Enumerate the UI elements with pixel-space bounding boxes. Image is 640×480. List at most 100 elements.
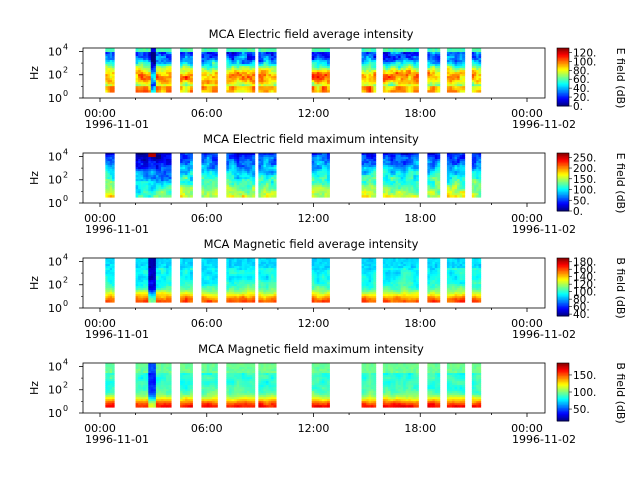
spectrogram-cell: [361, 155, 365, 158]
spectrogram-cell: [273, 195, 277, 198]
spectrogram-cell: [168, 300, 172, 303]
spectrogram-cell: [187, 54, 191, 57]
spectrogram-cell: [395, 52, 399, 55]
spectrogram-cell: [143, 175, 147, 178]
spectrogram-cell: [265, 171, 269, 174]
spectrogram-cell: [368, 185, 372, 188]
spectrogram-cell: [209, 193, 213, 196]
spectrogram-cell: [449, 159, 453, 162]
spectrogram-cell: [449, 76, 453, 79]
spectrogram-cell: [158, 68, 162, 71]
spectrogram-cell: [241, 80, 245, 83]
spectrogram-cell: [226, 300, 230, 303]
spectrogram-cell: [228, 258, 232, 261]
spectrogram-cell: [214, 185, 218, 188]
colorbar-tick-label: 200.: [573, 163, 596, 175]
spectrogram-cell: [166, 187, 170, 190]
spectrogram-cell: [140, 177, 144, 180]
spectrogram-cell: [371, 153, 374, 156]
spectrogram-cell: [429, 193, 433, 196]
spectrogram-cell: [390, 48, 394, 51]
spectrogram-cell: [148, 292, 152, 295]
spectrogram-cell: [140, 292, 144, 295]
spectrogram-cell: [273, 185, 277, 188]
spectrogram-cell: [413, 165, 417, 168]
spectrogram-cell: [163, 72, 167, 75]
spectrogram-cell: [252, 64, 256, 67]
spectrogram-cell: [206, 288, 210, 291]
spectrogram-cell: [316, 90, 320, 93]
spectrogram-cell: [478, 191, 482, 194]
spectrogram-cell: [366, 175, 370, 178]
spectrogram-cell: [204, 195, 208, 198]
spectrogram-cell: [107, 167, 111, 170]
spectrogram-cell: [324, 68, 328, 71]
spectrogram-cell: [204, 272, 208, 275]
spectrogram-cell: [209, 171, 213, 174]
spectrogram-cell: [236, 191, 240, 194]
spectrogram-cell: [214, 58, 218, 61]
spectrogram-cell: [214, 177, 218, 180]
spectrogram-cell: [166, 179, 170, 182]
spectrogram-cell: [387, 165, 391, 168]
spectrogram-cell: [148, 167, 152, 170]
spectrogram-cell: [244, 153, 248, 156]
spectrogram-cell: [168, 54, 172, 57]
spectrogram-cell: [201, 258, 205, 261]
spectrogram-cell: [410, 173, 414, 176]
spectrogram-cell: [201, 155, 205, 158]
spectrogram-cell: [143, 189, 147, 192]
spectrogram-cell: [226, 191, 230, 194]
spectrogram-cell: [452, 173, 455, 176]
spectrogram-cell: [226, 284, 230, 287]
spectrogram-cell: [316, 80, 320, 83]
spectrogram-cell: [363, 78, 367, 81]
spectrogram-cell: [361, 80, 365, 83]
spectrogram-cell: [385, 169, 389, 172]
spectrogram-cell: [168, 272, 172, 275]
spectrogram-cell: [185, 191, 188, 194]
spectrogram-cell: [109, 64, 113, 67]
spectrogram-cell: [228, 74, 232, 77]
spectrogram-cell: [143, 66, 147, 69]
spectrogram-cell: [326, 58, 330, 61]
spectrogram-cell: [393, 161, 396, 164]
spectrogram-cell: [260, 72, 264, 75]
spectrogram-cell: [241, 56, 245, 59]
spectrogram-cell: [212, 82, 216, 85]
spectrogram-cell: [209, 270, 213, 273]
spectrogram-cell: [105, 181, 108, 184]
spectrogram-cell: [408, 167, 412, 170]
spectrogram-cell: [150, 163, 154, 166]
spectrogram-cell: [143, 300, 147, 303]
spectrogram-cell: [206, 278, 210, 281]
spectrogram-cell: [143, 183, 147, 186]
spectrogram-cell: [476, 82, 479, 85]
spectrogram-cell: [471, 185, 475, 188]
spectrogram-cell: [373, 82, 377, 85]
spectrogram-cell: [471, 169, 475, 172]
spectrogram-cell: [471, 179, 475, 182]
spectrogram-cell: [166, 189, 170, 192]
spectrogram-cell: [155, 70, 159, 73]
spectrogram-cell: [249, 280, 253, 283]
spectrogram-cell: [427, 84, 431, 87]
spectrogram-cell: [361, 167, 365, 170]
spectrogram-cell: [459, 76, 463, 79]
spectrogram-cell: [206, 68, 210, 71]
x-date-label: 1996-11-01: [85, 223, 149, 236]
spectrogram-cell: [201, 189, 205, 192]
spectrogram-cell: [252, 258, 256, 261]
spectrogram-cell: [166, 74, 170, 77]
spectrogram-cell: [209, 185, 213, 188]
spectrogram-cell: [446, 165, 450, 168]
spectrogram-cell: [452, 185, 455, 188]
spectrogram-cell: [161, 90, 164, 93]
spectrogram-cell: [385, 181, 389, 184]
spectrogram-cell: [212, 266, 216, 269]
spectrogram-cell: [319, 165, 323, 168]
spectrogram-cell: [206, 195, 210, 198]
colorbar-tick-label: 50.: [573, 195, 590, 207]
spectrogram-cell: [209, 278, 213, 281]
spectrogram-cell: [234, 276, 238, 279]
